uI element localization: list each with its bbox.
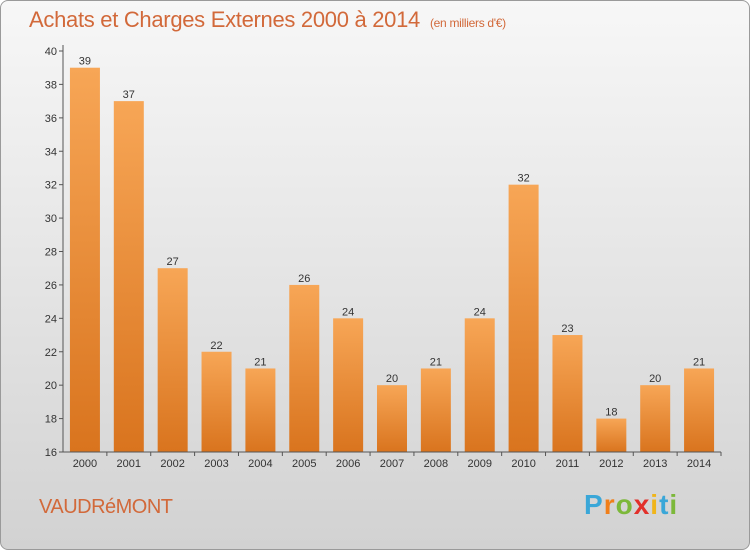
value-label-2008: 21 — [430, 356, 442, 368]
bar-2006 — [333, 318, 364, 452]
y-tick-label: 20 — [45, 380, 57, 392]
y-tick-label: 38 — [45, 79, 57, 91]
x-tick-label-2005: 2005 — [292, 458, 316, 470]
value-label-2010: 32 — [517, 173, 529, 185]
y-tick-label: 28 — [45, 247, 57, 259]
bars-group — [69, 67, 715, 452]
value-label-2001: 37 — [123, 89, 135, 101]
logo-letter: o — [615, 489, 634, 520]
value-label-2007: 20 — [386, 373, 398, 385]
x-tick-label-2011: 2011 — [556, 458, 580, 470]
chart-title-text: Achats et Charges Externes 2000 à 2014 — [29, 7, 420, 32]
x-tick-label-2002: 2002 — [160, 458, 184, 470]
y-tick-label: 22 — [45, 347, 57, 359]
x-tick-label-2010: 2010 — [511, 458, 535, 470]
value-label-2005: 26 — [298, 273, 310, 285]
y-tick-label: 30 — [45, 213, 57, 225]
value-label-2014: 21 — [693, 356, 705, 368]
bar-2005 — [289, 284, 320, 452]
x-tick-label-2004: 2004 — [248, 458, 272, 470]
value-label-2011: 23 — [561, 323, 573, 335]
value-label-2012: 18 — [605, 407, 617, 419]
value-label-2003: 22 — [210, 340, 222, 352]
value-label-2004: 21 — [254, 356, 266, 368]
bar-2001 — [113, 101, 144, 452]
commune-name: VAUDRéMONT — [39, 496, 173, 518]
y-tick-label: 36 — [45, 113, 57, 125]
x-tick-label-2001: 2001 — [117, 458, 141, 470]
value-label-2006: 24 — [342, 306, 354, 318]
bar-2009 — [464, 318, 495, 452]
bar-2012 — [596, 418, 627, 452]
x-tick-label-2006: 2006 — [336, 458, 360, 470]
value-label-2002: 27 — [167, 256, 179, 268]
y-tick-label: 32 — [45, 180, 57, 192]
x-tick-label-2009: 2009 — [467, 458, 491, 470]
labels-group: 39 2000 37 2001 27 2002 22 2003 21 2004 26 2005 24 20… — [73, 56, 712, 470]
bar-2004 — [245, 368, 276, 452]
value-label-2000: 39 — [79, 56, 91, 68]
logo-letter: i — [650, 489, 660, 520]
bar-2007 — [377, 385, 407, 452]
y-tick-label: 18 — [45, 414, 57, 426]
bar-2013 — [640, 385, 671, 452]
value-label-2013: 20 — [649, 373, 661, 385]
bar-2010 — [508, 184, 539, 452]
x-tick-label-2014: 2014 — [687, 458, 711, 470]
axes-group: 16 18 20 22 24 26 28 30 32 34 36 38 40 — [45, 45, 722, 459]
bar-2008 — [420, 368, 451, 452]
x-tick-label-2003: 2003 — [204, 458, 228, 470]
x-tick-label-2000: 2000 — [73, 458, 97, 470]
x-tick-label-2008: 2008 — [424, 458, 448, 470]
bar-2000 — [69, 67, 100, 452]
bar-2002 — [157, 268, 188, 452]
bar-2014 — [684, 368, 715, 452]
x-tick-label-2007: 2007 — [380, 458, 404, 470]
bar-2003 — [201, 351, 232, 452]
chart-title: Achats et Charges Externes 2000 à 2014 (e… — [29, 7, 506, 33]
logo-letter: P — [584, 489, 604, 520]
value-label-2009: 24 — [474, 306, 486, 318]
logo-letter: t — [659, 489, 670, 520]
y-tick-label: 34 — [45, 146, 57, 158]
x-tick-label-2013: 2013 — [643, 458, 667, 470]
logo-letter: i — [669, 489, 679, 520]
logo-letter: x — [633, 489, 651, 520]
x-tick-label-2012: 2012 — [599, 458, 623, 470]
proxiti-logo: Proxiti — [584, 489, 678, 521]
y-tick-label: 24 — [45, 313, 57, 325]
y-tick-label: 16 — [45, 447, 57, 459]
chart-subtitle: (en milliers d'€) — [429, 16, 506, 30]
y-tick-label: 26 — [45, 280, 57, 292]
logo-letter: r — [603, 489, 616, 520]
y-tick-label: 40 — [45, 46, 57, 58]
bar-2011 — [552, 335, 583, 452]
